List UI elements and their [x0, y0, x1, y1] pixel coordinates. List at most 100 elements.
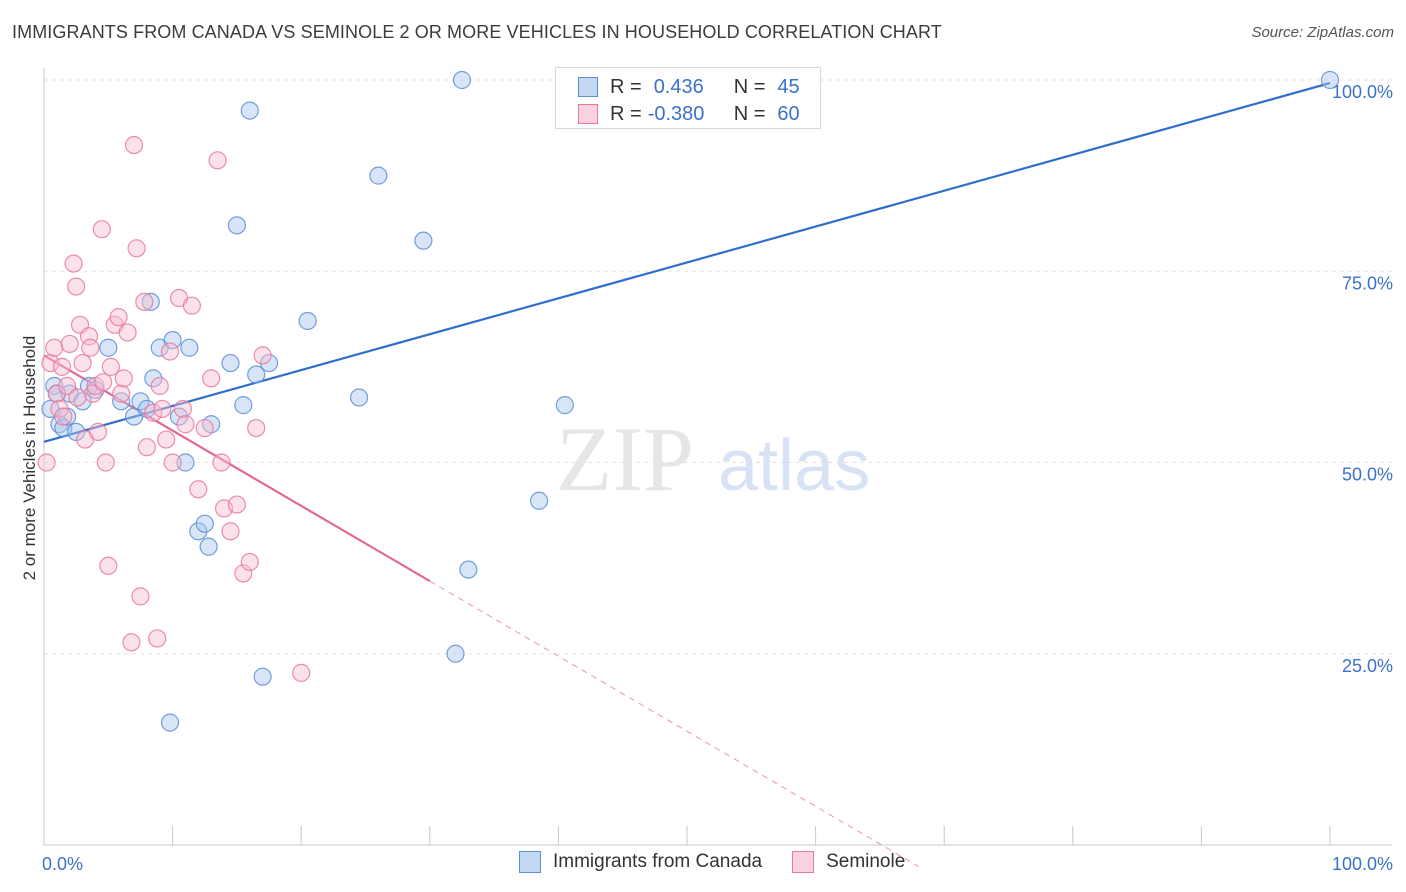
canada-point: [555, 396, 574, 415]
stats-legend-row-seminole: R = -0.380 N = 60: [578, 102, 800, 126]
canada-point: [195, 514, 214, 533]
canada-point: [221, 353, 240, 373]
watermark-atlas: atlas: [718, 426, 870, 506]
seminole-point: [58, 376, 77, 396]
seminole-trendline-extension: [429, 580, 919, 867]
canada-point: [1320, 70, 1340, 90]
seminole-point: [94, 373, 113, 392]
canada-point: [141, 292, 160, 311]
canada-point: [234, 396, 253, 415]
seminole-point: [37, 453, 56, 472]
stats-legend: R = 0.436 N = 45 R = -0.380 N = 60: [555, 67, 821, 129]
seminole-point: [122, 633, 141, 652]
chart-title: IMMIGRANTS FROM CANADA VS SEMINOLE 2 OR …: [12, 22, 942, 42]
seminole-point: [68, 388, 87, 407]
seminole-point: [234, 564, 253, 583]
tick-labels: 25.0% 50.0% 75.0% 100.0% 0.0% 100.0%: [42, 82, 1393, 874]
canada-point: [176, 453, 195, 472]
canada-swatch: [578, 77, 598, 97]
seminole-point: [60, 334, 79, 354]
r-value: -0.380: [647, 102, 705, 125]
canada-point: [459, 560, 478, 579]
canada-point: [180, 338, 199, 357]
canada-point: [253, 667, 272, 686]
canada-trendline: [43, 82, 1331, 443]
y-tick-label: 25.0%: [1342, 656, 1393, 676]
r-label: R =: [610, 75, 642, 98]
y-tick-label: 50.0%: [1342, 465, 1393, 485]
seminole-point: [176, 415, 195, 434]
seminole-point: [79, 327, 99, 346]
canada-point: [160, 713, 180, 732]
trendlines: [43, 82, 1331, 867]
r-label: R =: [610, 102, 642, 125]
seminole-point: [189, 480, 208, 499]
canada-point: [349, 388, 369, 407]
seminole-point: [96, 453, 115, 472]
seminole-point: [153, 399, 172, 419]
seminole-point: [52, 357, 72, 376]
seminole-point: [67, 277, 86, 296]
seminole-point: [208, 151, 227, 170]
seminole-point: [101, 357, 120, 376]
seminole-point: [131, 587, 150, 606]
seminole-point: [182, 296, 201, 315]
canada-point: [530, 491, 549, 510]
seminole-point: [144, 403, 163, 422]
canada-point: [199, 537, 218, 556]
seminole-trendline: [43, 354, 431, 583]
seminole-point: [195, 418, 214, 438]
seminole-point: [88, 422, 108, 441]
x-tick-label: 100.0%: [1332, 854, 1393, 874]
y-tick-label: 100.0%: [1332, 82, 1393, 102]
canada-point: [298, 311, 317, 331]
y-tick-label: 75.0%: [1342, 273, 1393, 293]
seminole-point: [114, 369, 133, 388]
canada-point: [247, 365, 266, 384]
seminole-point: [92, 220, 111, 239]
legend-label: Seminole: [826, 851, 906, 872]
canada-point: [452, 70, 472, 90]
seminole-swatch: [578, 104, 598, 124]
seminole-point: [118, 323, 137, 342]
seminole-point: [124, 135, 144, 155]
seminole-point: [54, 407, 73, 426]
canada-point: [58, 407, 77, 426]
series-legend: Immigrants from Canada Seminole: [519, 851, 935, 873]
n-label: N =: [733, 75, 766, 98]
stats-legend-row-canada: R = 0.436 N = 45: [578, 75, 800, 99]
canada-point: [240, 101, 259, 120]
seminole-point: [227, 495, 246, 514]
data-points: [37, 70, 1340, 732]
n-label: N =: [733, 102, 766, 125]
seminole-point: [73, 353, 92, 373]
legend-item-seminole[interactable]: Seminole: [792, 851, 905, 873]
legend-label: Immigrants from Canada: [553, 851, 763, 872]
seminole-point: [253, 346, 272, 365]
grid-lines: [44, 79, 1392, 655]
seminole-point: [137, 438, 156, 457]
canada-point: [163, 331, 182, 350]
seminole-point: [99, 556, 118, 575]
source-label: Source: ZipAtlas.com: [1251, 24, 1394, 41]
seminole-point: [292, 663, 311, 682]
seminole-point: [212, 453, 231, 472]
seminole-point: [173, 399, 192, 419]
legend-item-canada[interactable]: Immigrants from Canada: [519, 851, 762, 873]
seminole-point: [202, 369, 221, 388]
seminole-point: [163, 453, 182, 472]
seminole-point: [150, 376, 169, 396]
seminole-point: [127, 239, 146, 258]
canada-point: [414, 231, 433, 250]
seminole-point: [41, 353, 60, 373]
n-value: 60: [777, 102, 800, 125]
seminole-point: [247, 418, 266, 438]
axes: [43, 68, 1392, 846]
canada-point: [227, 216, 246, 235]
seminole-legend-swatch: [792, 851, 815, 873]
seminole-point: [135, 292, 154, 311]
n-value: 45: [777, 75, 800, 98]
watermark: ZIP atlas: [556, 408, 870, 510]
seminole-point: [157, 430, 176, 449]
seminole-point: [109, 308, 128, 327]
